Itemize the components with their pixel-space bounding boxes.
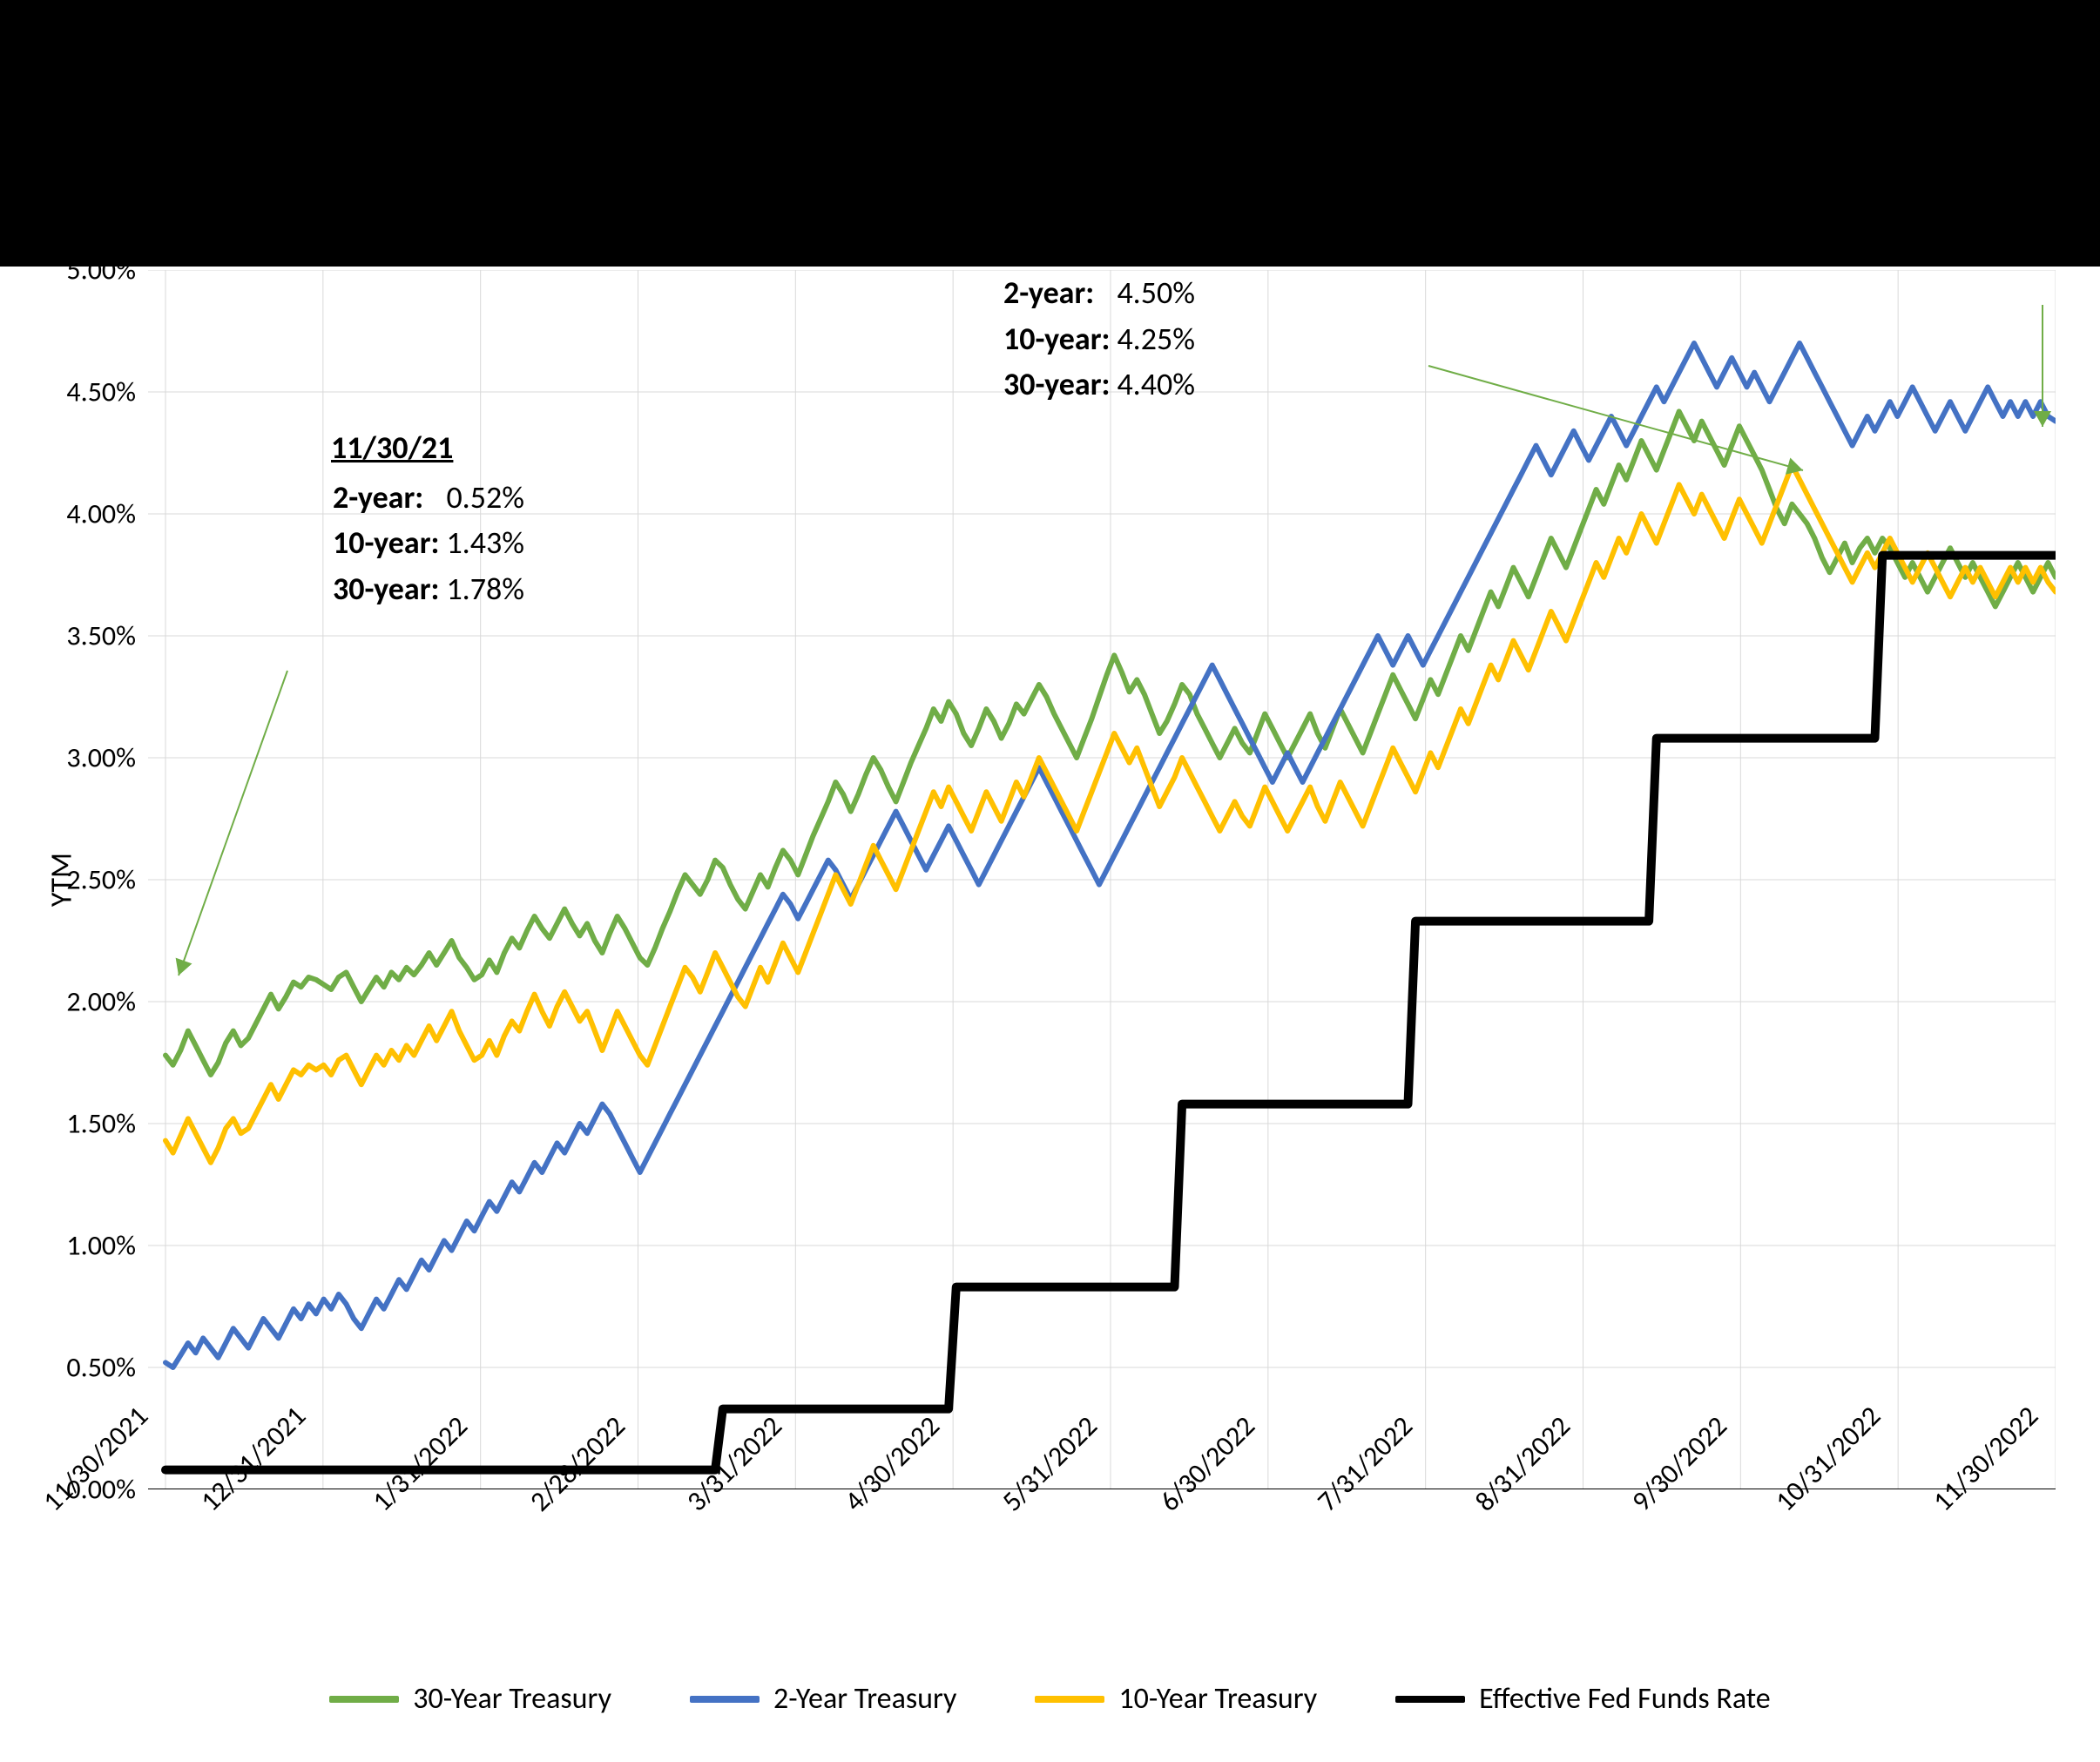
annot-label: 2-year: <box>1003 272 1115 316</box>
legend-label: Effective Fed Funds Rate <box>1479 1681 1771 1717</box>
annotation-end: 2-year:4.50% 10-year:4.25% 30-year:4.40% <box>1002 270 1202 409</box>
table-row: 10-year:1.43% <box>333 522 530 566</box>
table-row: 30-year:4.40% <box>1003 363 1200 408</box>
legend-swatch <box>1395 1696 1465 1703</box>
annot-value: 1.43% <box>446 522 530 566</box>
page-root: YTM 0.00%0.50%1.00%1.50%2.00%2.50%3.00%3… <box>0 0 2100 1762</box>
callout-arrow <box>176 671 287 976</box>
y-tick-label: 4.50% <box>66 375 148 409</box>
annotation-start-table: 2-year:0.52% 10-year:1.43% 30-year:1.78% <box>331 475 531 614</box>
legend-swatch <box>690 1696 760 1703</box>
annot-value: 4.25% <box>1117 318 1200 362</box>
y-tick-label: 3.00% <box>66 741 148 775</box>
annot-label: 10-year: <box>333 522 444 566</box>
annot-value: 4.50% <box>1117 272 1200 316</box>
y-tick-label: 5.00% <box>66 253 148 287</box>
legend-label: 30-Year Treasury <box>413 1681 611 1717</box>
y-tick-label: 4.00% <box>66 497 148 531</box>
legend-item: 30-Year Treasury <box>329 1681 611 1717</box>
legend-label: 10-Year Treasury <box>1118 1681 1317 1717</box>
table-row: 2-year:4.50% <box>1003 272 1200 316</box>
legend-item: Effective Fed Funds Rate <box>1395 1681 1771 1717</box>
legend-swatch <box>1035 1696 1104 1703</box>
legend-swatch <box>329 1696 399 1703</box>
y-tick-label: 0.50% <box>66 1351 148 1385</box>
annot-value: 0.52% <box>446 476 530 521</box>
table-row: 10-year:4.25% <box>1003 318 1200 362</box>
table-row: 30-year:1.78% <box>333 568 530 612</box>
y-tick-label: 1.00% <box>66 1229 148 1263</box>
annotation-end-table: 2-year:4.50% 10-year:4.25% 30-year:4.40% <box>1002 270 1202 409</box>
annot-label: 30-year: <box>1003 363 1115 408</box>
annot-value: 4.40% <box>1117 363 1200 408</box>
legend-item: 10-Year Treasury <box>1035 1681 1317 1717</box>
legend-label: 2-Year Treasury <box>773 1681 956 1717</box>
annot-value: 1.78% <box>446 568 530 612</box>
top-black-mask <box>0 0 2100 267</box>
y-tick-label: 2.50% <box>66 863 148 897</box>
table-row: 2-year:0.52% <box>333 476 530 521</box>
annotation-start-header: 11/30/21 <box>331 427 531 469</box>
y-tick-label: 2.00% <box>66 985 148 1019</box>
annotation-start: 11/30/21 2-year:0.52% 10-year:1.43% 30-y… <box>331 427 531 613</box>
y-tick-label: 1.50% <box>66 1107 148 1141</box>
y-tick-label: 3.50% <box>66 619 148 653</box>
legend: 30-Year Treasury 2-Year Treasury 10-Year T… <box>0 1681 2100 1717</box>
annot-label: 2-year: <box>333 476 444 521</box>
legend-item: 2-Year Treasury <box>690 1681 956 1717</box>
annot-label: 30-year: <box>333 568 444 612</box>
annot-label: 10-year: <box>1003 318 1115 362</box>
